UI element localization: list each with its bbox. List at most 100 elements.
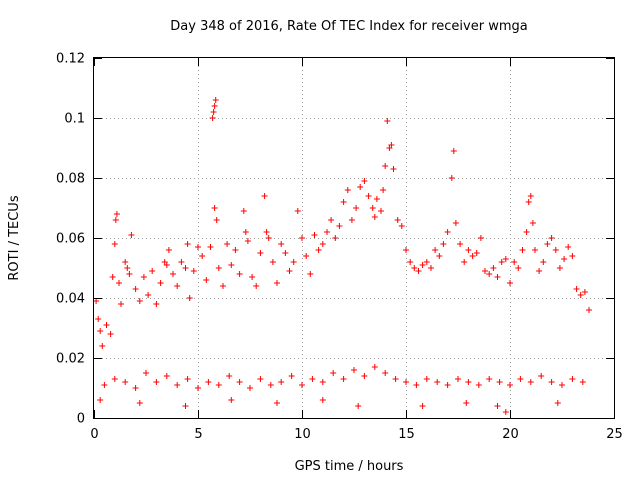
data-point	[153, 301, 160, 307]
data-point	[263, 229, 270, 235]
plot-frame	[93, 57, 615, 419]
data-point	[452, 220, 459, 226]
data-point	[132, 286, 139, 292]
data-point	[111, 376, 118, 382]
data-point	[211, 103, 218, 109]
data-point	[517, 376, 524, 382]
data-point	[213, 217, 220, 223]
data-point	[373, 196, 380, 202]
data-point	[398, 223, 405, 229]
data-point	[365, 193, 372, 199]
data-point	[419, 403, 426, 409]
data-point	[211, 205, 218, 211]
x-tick-label: 15	[398, 427, 415, 442]
data-point	[174, 283, 181, 289]
y-tick-label: 0.08	[56, 172, 85, 187]
data-point	[486, 271, 493, 277]
data-point	[261, 193, 268, 199]
y-tick-label: 0.06	[56, 232, 85, 247]
data-point	[215, 265, 222, 271]
data-point	[461, 259, 468, 265]
data-point	[215, 382, 222, 388]
y-tick-label: 0.12	[56, 52, 85, 67]
data-point	[203, 277, 210, 283]
data-point	[544, 241, 551, 247]
data-point	[407, 259, 414, 265]
x-tick-label: 10	[294, 427, 311, 442]
data-point	[278, 241, 285, 247]
data-point	[257, 376, 264, 382]
data-point	[502, 409, 509, 415]
data-point	[136, 400, 143, 406]
data-point	[403, 247, 409, 253]
data-point	[274, 400, 280, 406]
data-point	[388, 142, 395, 148]
data-point	[559, 382, 565, 388]
data-point	[153, 379, 160, 385]
data-point	[228, 397, 235, 403]
data-point	[195, 244, 201, 250]
data-point	[95, 316, 102, 322]
data-point	[163, 262, 170, 268]
data-point	[244, 238, 251, 244]
data-point	[371, 214, 378, 220]
data-point	[184, 241, 191, 247]
data-point	[538, 373, 545, 379]
data-point	[336, 223, 343, 229]
data-point	[355, 403, 362, 409]
data-point	[532, 247, 538, 253]
data-point	[565, 244, 572, 250]
data-point	[527, 379, 534, 385]
data-point	[511, 259, 518, 265]
data-point	[165, 247, 172, 253]
data-point	[411, 265, 418, 271]
data-point	[444, 382, 451, 388]
data-point	[240, 208, 247, 214]
data-point	[122, 379, 129, 385]
data-point	[257, 250, 264, 256]
data-point	[113, 211, 120, 217]
data-point	[444, 229, 451, 235]
data-point	[477, 235, 484, 241]
data-point	[163, 373, 170, 379]
data-point	[309, 376, 316, 382]
data-point	[249, 274, 256, 280]
data-point	[303, 253, 310, 259]
x-tick-label: 20	[502, 427, 519, 442]
grid-lines	[94, 58, 614, 418]
data-point	[380, 187, 387, 193]
data-point	[507, 382, 513, 388]
data-point	[253, 283, 260, 289]
data-point	[290, 259, 297, 265]
data-point	[573, 286, 580, 292]
data-point	[332, 235, 339, 241]
data-point	[357, 184, 364, 190]
data-point	[182, 403, 189, 409]
data-point	[455, 376, 461, 382]
x-tick-label: 0	[90, 427, 98, 442]
y-axis-label: ROTI / TECUs	[7, 195, 22, 280]
data-point	[170, 271, 176, 277]
y-tick-label: 0.04	[56, 292, 85, 307]
y-tick-label: 0	[77, 412, 85, 427]
data-point	[351, 367, 357, 373]
data-point	[523, 229, 530, 235]
data-point	[286, 268, 293, 274]
data-point	[109, 274, 116, 280]
data-point	[278, 379, 285, 385]
data-point	[434, 379, 441, 385]
data-point	[519, 247, 526, 253]
axis-ticks: 0 0.02 0.04 0.06 0.08 0.1 0.12 0 5 10 15 20 25	[56, 52, 623, 443]
data-point	[242, 229, 249, 235]
data-point	[267, 382, 274, 388]
data-point	[440, 241, 447, 247]
data-point	[465, 379, 472, 385]
data-point	[457, 241, 464, 247]
data-point	[344, 187, 351, 193]
data-point	[247, 385, 253, 391]
data-point	[207, 244, 214, 250]
data-point	[515, 265, 522, 271]
data-point	[540, 259, 547, 265]
data-point	[288, 373, 295, 379]
data-point	[122, 259, 129, 265]
